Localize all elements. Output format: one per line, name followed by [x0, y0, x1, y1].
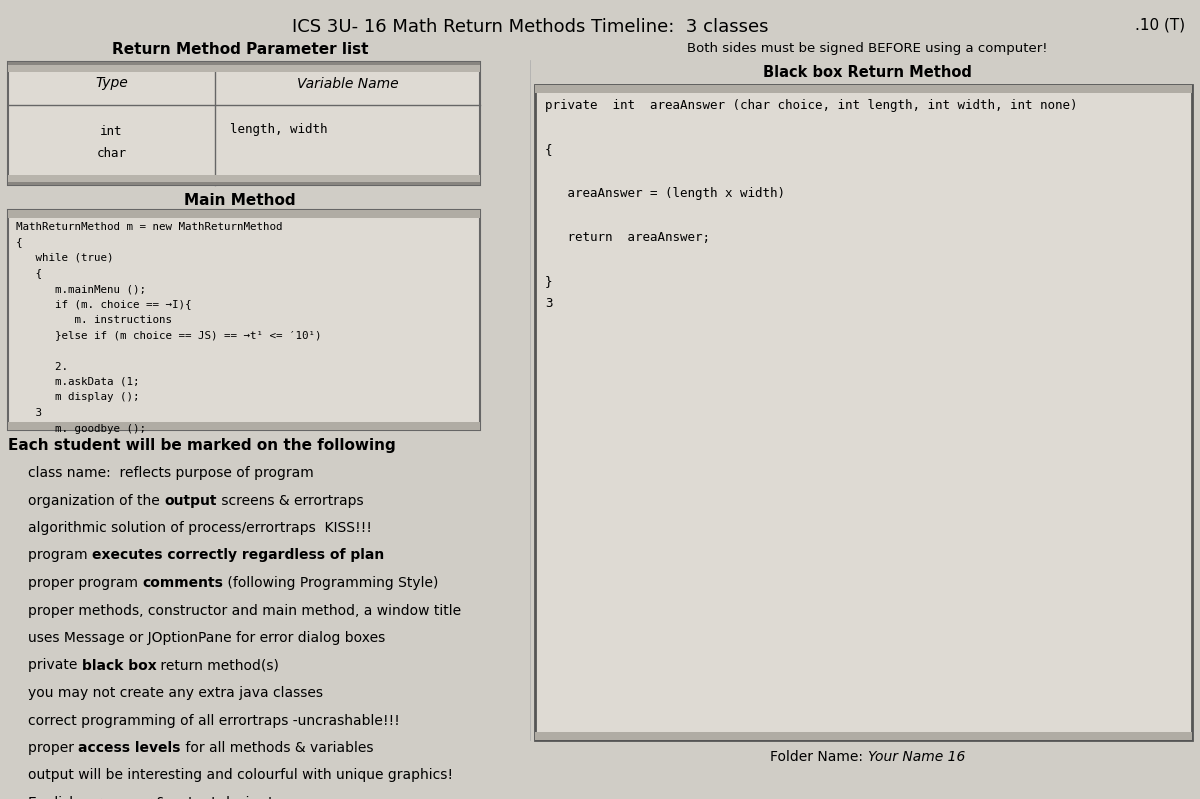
Text: 3: 3 [16, 408, 42, 418]
Text: you may not create any extra java classes: you may not create any extra java classe… [28, 686, 323, 700]
Bar [8, 210, 480, 218]
Text: Both sides must be signed BEFORE using a computer!: Both sides must be signed BEFORE using a… [688, 42, 1048, 55]
Text: access levels: access levels [78, 741, 181, 755]
Bar [8, 422, 480, 430]
Text: if (m. choice == →I){: if (m. choice == →I){ [16, 300, 192, 309]
Text: }: } [545, 275, 552, 288]
Text: proper: proper [28, 741, 78, 755]
Text: {: { [16, 268, 42, 279]
Text: MathReturnMethod m = new MathReturnMethod: MathReturnMethod m = new MathReturnMetho… [16, 222, 282, 232]
Text: algorithmic solution of process/errortraps  KISS!!!: algorithmic solution of process/errortra… [28, 521, 372, 535]
Text: {: { [545, 143, 552, 156]
Text: for all methods & variables: for all methods & variables [181, 741, 373, 755]
Text: char: char [96, 147, 126, 160]
Bar [8, 182, 480, 185]
Text: .10 (T): .10 (T) [1135, 18, 1186, 33]
Text: {: { [16, 237, 23, 248]
Text: class name:  reflects purpose of program: class name: reflects purpose of program [28, 466, 313, 480]
Text: proper methods, constructor and main method, a window title: proper methods, constructor and main met… [28, 603, 461, 618]
Text: return  areaAnswer;: return areaAnswer; [545, 231, 710, 244]
Text: Black box Return Method: Black box Return Method [763, 65, 972, 80]
Text: organization of the: organization of the [28, 494, 164, 507]
Text: Main Method: Main Method [184, 193, 296, 208]
Text: black box: black box [82, 658, 156, 673]
Text: Each student will be marked on the following: Each student will be marked on the follo… [8, 438, 396, 453]
Text: executes correctly regardless of plan: executes correctly regardless of plan [92, 548, 384, 562]
Text: 3: 3 [545, 297, 552, 310]
Text: comments: comments [143, 576, 223, 590]
Text: }else if (m choice == JS) == →t¹ <= ′10¹): }else if (m choice == JS) == →t¹ <= ′10¹… [16, 331, 322, 340]
Text: 2.: 2. [16, 361, 68, 372]
Bar [535, 85, 1192, 740]
Text: return method(s): return method(s) [156, 658, 280, 673]
Text: Type: Type [95, 77, 128, 90]
Text: English, grammar & output design!: English, grammar & output design! [28, 796, 272, 799]
Text: program: program [28, 548, 92, 562]
Text: Folder Name:: Folder Name: [770, 750, 868, 764]
Bar [8, 62, 480, 185]
Text: proper program: proper program [28, 576, 143, 590]
Bar [8, 62, 480, 65]
Bar [8, 175, 480, 185]
Text: Your Name 16: Your Name 16 [868, 750, 965, 764]
Text: correct programming of all errortraps -uncrashable!!!: correct programming of all errortraps -u… [28, 714, 400, 728]
Bar [535, 85, 1192, 93]
Bar [535, 732, 1192, 740]
Text: while (true): while (true) [16, 253, 114, 263]
Text: output will be interesting and colourful with unique graphics!: output will be interesting and colourful… [28, 769, 454, 782]
Text: m.askData (1;: m.askData (1; [16, 377, 139, 387]
Bar [8, 62, 480, 72]
Text: length, width: length, width [230, 123, 328, 136]
Bar [8, 210, 480, 430]
Text: Return Method Parameter list: Return Method Parameter list [112, 42, 368, 57]
Text: areaAnswer = (length x width): areaAnswer = (length x width) [545, 187, 785, 200]
Text: m. goodbye ();: m. goodbye (); [16, 423, 146, 434]
Text: int: int [101, 125, 122, 138]
Text: m.mainMenu ();: m.mainMenu (); [16, 284, 146, 294]
Text: uses Message or JOptionPane for error dialog boxes: uses Message or JOptionPane for error di… [28, 631, 385, 645]
Text: screens & errortraps: screens & errortraps [217, 494, 364, 507]
Text: output: output [164, 494, 217, 507]
Text: private  int  areaAnswer (char choice, int length, int width, int none): private int areaAnswer (char choice, int… [545, 99, 1078, 112]
Text: ICS 3U- 16 Math Return Methods Timeline:  3 classes: ICS 3U- 16 Math Return Methods Timeline:… [292, 18, 768, 36]
Text: Variable Name: Variable Name [296, 77, 398, 90]
Text: m. instructions: m. instructions [16, 315, 172, 325]
Text: m display ();: m display (); [16, 392, 139, 403]
Text: private: private [28, 658, 82, 673]
Text: (following Programming Style): (following Programming Style) [223, 576, 439, 590]
